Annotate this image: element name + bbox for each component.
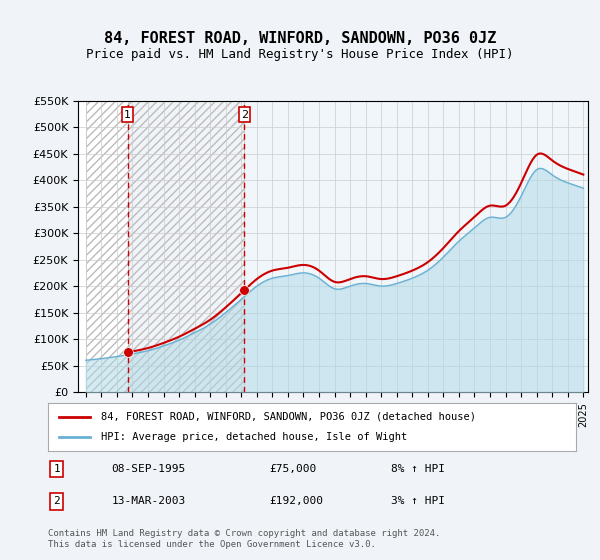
Text: Price paid vs. HM Land Registry's House Price Index (HPI): Price paid vs. HM Land Registry's House … [86, 48, 514, 60]
Text: 2: 2 [241, 110, 248, 119]
Text: 1: 1 [124, 110, 131, 119]
Text: £75,000: £75,000 [270, 464, 317, 474]
Text: Contains HM Land Registry data © Crown copyright and database right 2024.
This d: Contains HM Land Registry data © Crown c… [48, 529, 440, 549]
Text: 2: 2 [53, 496, 60, 506]
Text: HPI: Average price, detached house, Isle of Wight: HPI: Average price, detached house, Isle… [101, 432, 407, 442]
Text: 84, FOREST ROAD, WINFORD, SANDOWN, PO36 0JZ: 84, FOREST ROAD, WINFORD, SANDOWN, PO36 … [104, 31, 496, 46]
Text: 13-MAR-2003: 13-MAR-2003 [112, 496, 185, 506]
Text: 08-SEP-1995: 08-SEP-1995 [112, 464, 185, 474]
Text: 84, FOREST ROAD, WINFORD, SANDOWN, PO36 0JZ (detached house): 84, FOREST ROAD, WINFORD, SANDOWN, PO36 … [101, 412, 476, 422]
Text: 1: 1 [53, 464, 60, 474]
Text: 8% ↑ HPI: 8% ↑ HPI [391, 464, 445, 474]
Text: 3% ↑ HPI: 3% ↑ HPI [391, 496, 445, 506]
Text: £192,000: £192,000 [270, 496, 324, 506]
